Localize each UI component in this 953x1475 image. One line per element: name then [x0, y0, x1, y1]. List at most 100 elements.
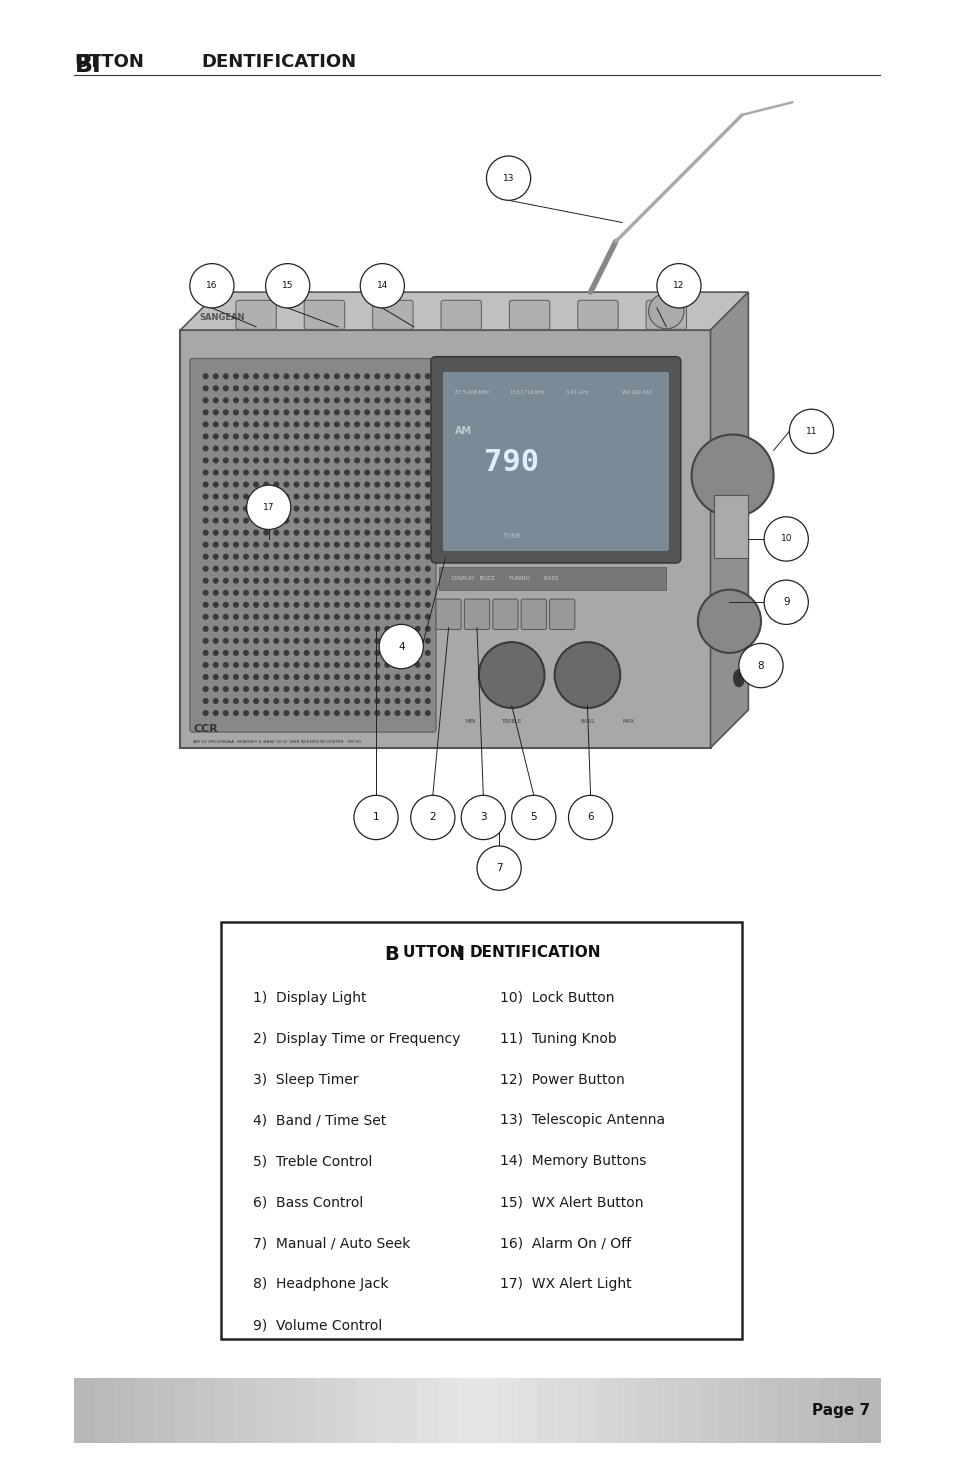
Circle shape: [303, 518, 310, 524]
Circle shape: [263, 530, 269, 535]
Circle shape: [374, 434, 380, 440]
Circle shape: [223, 637, 229, 645]
Circle shape: [303, 637, 310, 645]
Circle shape: [314, 373, 319, 379]
Circle shape: [384, 686, 390, 692]
FancyBboxPatch shape: [373, 301, 413, 329]
Circle shape: [213, 518, 218, 524]
Circle shape: [344, 650, 350, 656]
Circle shape: [213, 553, 218, 559]
Circle shape: [323, 481, 330, 488]
Circle shape: [303, 698, 310, 704]
Circle shape: [404, 662, 410, 668]
Circle shape: [323, 625, 330, 631]
Circle shape: [243, 686, 249, 692]
Circle shape: [323, 506, 330, 512]
Circle shape: [233, 434, 238, 440]
Circle shape: [374, 445, 380, 451]
Text: 87.5-108 MHz: 87.5-108 MHz: [455, 389, 489, 395]
Circle shape: [253, 662, 259, 668]
Circle shape: [273, 506, 279, 512]
Text: AM: AM: [455, 426, 472, 437]
Circle shape: [415, 698, 420, 704]
Circle shape: [213, 469, 218, 475]
Circle shape: [213, 422, 218, 428]
Circle shape: [354, 494, 359, 500]
Circle shape: [486, 156, 530, 201]
Circle shape: [323, 698, 330, 704]
Circle shape: [404, 625, 410, 631]
Circle shape: [303, 614, 310, 620]
Circle shape: [323, 662, 330, 668]
Circle shape: [323, 373, 330, 379]
Circle shape: [202, 530, 209, 535]
Circle shape: [263, 698, 269, 704]
Circle shape: [415, 650, 420, 656]
Circle shape: [374, 397, 380, 403]
Circle shape: [374, 530, 380, 535]
Circle shape: [354, 795, 397, 839]
Circle shape: [344, 590, 350, 596]
Circle shape: [273, 590, 279, 596]
Circle shape: [354, 637, 359, 645]
Circle shape: [364, 566, 370, 572]
Circle shape: [344, 614, 350, 620]
Circle shape: [243, 698, 249, 704]
Circle shape: [294, 530, 299, 535]
Circle shape: [415, 518, 420, 524]
Circle shape: [202, 566, 209, 572]
FancyBboxPatch shape: [645, 301, 686, 329]
Circle shape: [303, 373, 310, 379]
Text: 14: 14: [376, 282, 388, 291]
Circle shape: [263, 662, 269, 668]
Circle shape: [202, 625, 209, 631]
Circle shape: [424, 662, 431, 668]
Circle shape: [460, 795, 505, 839]
Circle shape: [273, 709, 279, 715]
Circle shape: [323, 518, 330, 524]
Circle shape: [263, 481, 269, 488]
Circle shape: [273, 518, 279, 524]
Circle shape: [314, 397, 319, 403]
Circle shape: [384, 530, 390, 535]
Circle shape: [283, 445, 289, 451]
FancyBboxPatch shape: [431, 357, 680, 563]
Circle shape: [233, 602, 238, 608]
Circle shape: [243, 445, 249, 451]
Circle shape: [243, 625, 249, 631]
Circle shape: [404, 709, 410, 715]
Circle shape: [374, 662, 380, 668]
Circle shape: [314, 410, 319, 416]
Circle shape: [294, 434, 299, 440]
Circle shape: [648, 294, 683, 329]
Circle shape: [273, 434, 279, 440]
Circle shape: [202, 602, 209, 608]
Circle shape: [344, 410, 350, 416]
Circle shape: [344, 578, 350, 584]
Circle shape: [243, 614, 249, 620]
Circle shape: [243, 481, 249, 488]
Text: 153-1710 kHz: 153-1710 kHz: [510, 389, 544, 395]
Circle shape: [303, 422, 310, 428]
Circle shape: [314, 445, 319, 451]
Circle shape: [374, 686, 380, 692]
Circle shape: [424, 410, 431, 416]
Circle shape: [374, 709, 380, 715]
Circle shape: [354, 541, 359, 547]
Circle shape: [294, 518, 299, 524]
Circle shape: [314, 530, 319, 535]
Circle shape: [263, 457, 269, 463]
Circle shape: [233, 385, 238, 391]
Circle shape: [253, 709, 259, 715]
Circle shape: [374, 650, 380, 656]
Circle shape: [202, 686, 209, 692]
Circle shape: [334, 637, 339, 645]
Circle shape: [294, 625, 299, 631]
Circle shape: [303, 553, 310, 559]
Circle shape: [294, 614, 299, 620]
Circle shape: [384, 578, 390, 584]
Circle shape: [334, 481, 339, 488]
Circle shape: [364, 530, 370, 535]
Text: 12: 12: [673, 282, 684, 291]
Circle shape: [233, 698, 238, 704]
